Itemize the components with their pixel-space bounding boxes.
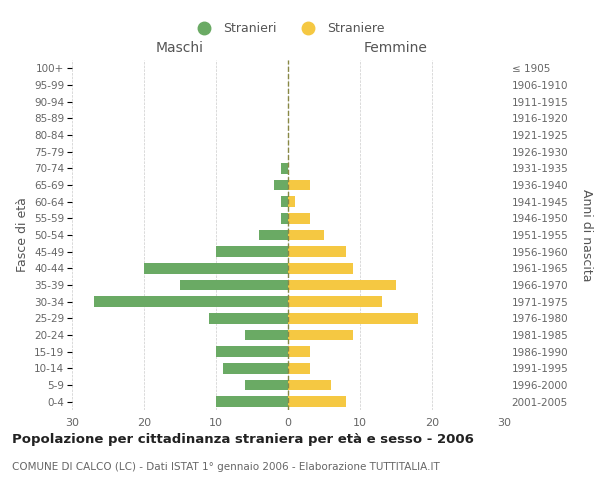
Bar xyxy=(288,313,418,324)
Bar xyxy=(216,396,288,407)
Bar xyxy=(288,230,324,240)
Bar xyxy=(216,346,288,357)
Bar xyxy=(288,396,346,407)
Text: COMUNE DI CALCO (LC) - Dati ISTAT 1° gennaio 2006 - Elaborazione TUTTITALIA.IT: COMUNE DI CALCO (LC) - Dati ISTAT 1° gen… xyxy=(12,462,440,472)
Bar xyxy=(281,213,288,224)
Text: Maschi: Maschi xyxy=(156,41,204,55)
Text: Popolazione per cittadinanza straniera per età e sesso - 2006: Popolazione per cittadinanza straniera p… xyxy=(12,432,474,446)
Bar xyxy=(288,296,382,307)
Bar xyxy=(281,163,288,174)
Bar xyxy=(94,296,288,307)
Bar xyxy=(288,346,310,357)
Bar xyxy=(216,246,288,257)
Bar xyxy=(288,213,310,224)
Bar xyxy=(288,380,331,390)
Bar xyxy=(288,246,346,257)
Bar xyxy=(245,380,288,390)
Bar xyxy=(288,196,295,207)
Y-axis label: Fasce di età: Fasce di età xyxy=(16,198,29,272)
Legend: Stranieri, Straniere: Stranieri, Straniere xyxy=(187,18,389,40)
Bar xyxy=(144,263,288,274)
Bar xyxy=(288,330,353,340)
Bar xyxy=(259,230,288,240)
Bar xyxy=(288,263,353,274)
Bar xyxy=(288,363,310,374)
Bar xyxy=(288,180,310,190)
Text: Femmine: Femmine xyxy=(364,41,428,55)
Bar xyxy=(281,196,288,207)
Y-axis label: Anni di nascita: Anni di nascita xyxy=(580,188,593,281)
Bar xyxy=(245,330,288,340)
Bar xyxy=(180,280,288,290)
Bar xyxy=(223,363,288,374)
Bar xyxy=(209,313,288,324)
Bar xyxy=(288,280,396,290)
Bar xyxy=(274,180,288,190)
